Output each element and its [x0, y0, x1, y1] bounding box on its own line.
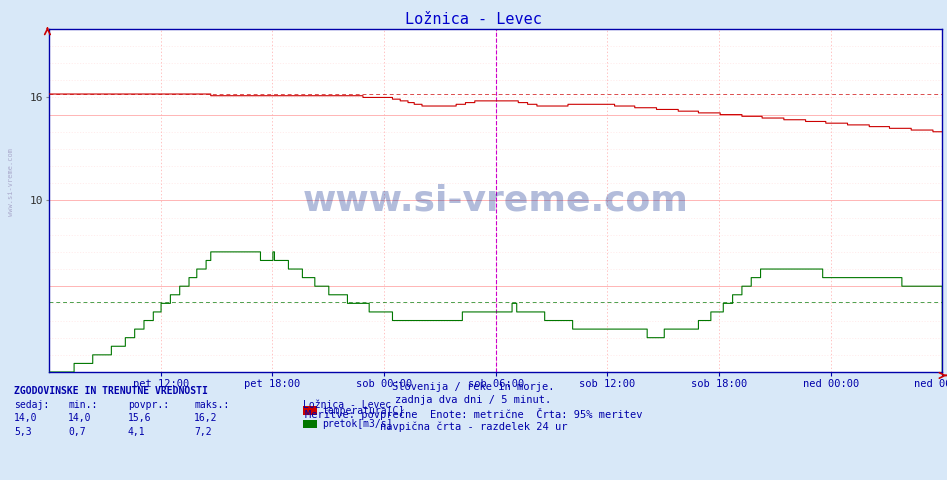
- Text: Meritve: povprečne  Enote: metrične  Črta: 95% meritev: Meritve: povprečne Enote: metrične Črta:…: [305, 408, 642, 420]
- Text: Ložnica - Levec: Ložnica - Levec: [303, 400, 391, 410]
- Text: Ložnica - Levec: Ložnica - Levec: [405, 12, 542, 27]
- Text: 14,0: 14,0: [68, 413, 92, 423]
- Text: 16,2: 16,2: [194, 413, 218, 423]
- Text: navpična črta - razdelek 24 ur: navpična črta - razdelek 24 ur: [380, 422, 567, 432]
- Text: 4,1: 4,1: [128, 427, 146, 437]
- Text: povpr.:: povpr.:: [128, 400, 169, 410]
- Text: temperatura[C]: temperatura[C]: [322, 406, 404, 416]
- Text: 14,0: 14,0: [14, 413, 38, 423]
- Text: Slovenija / reke in morje.: Slovenija / reke in morje.: [392, 382, 555, 392]
- Text: min.:: min.:: [68, 400, 98, 410]
- Text: www.si-vreme.com: www.si-vreme.com: [303, 183, 688, 217]
- Text: maks.:: maks.:: [194, 400, 229, 410]
- Text: zadnja dva dni / 5 minut.: zadnja dva dni / 5 minut.: [396, 395, 551, 405]
- Text: www.si-vreme.com: www.si-vreme.com: [8, 148, 13, 216]
- Text: sedaj:: sedaj:: [14, 400, 49, 410]
- Text: 5,3: 5,3: [14, 427, 32, 437]
- Text: 7,2: 7,2: [194, 427, 212, 437]
- Text: pretok[m3/s]: pretok[m3/s]: [322, 420, 392, 429]
- Text: 0,7: 0,7: [68, 427, 86, 437]
- Text: 15,6: 15,6: [128, 413, 152, 423]
- Text: ZGODOVINSKE IN TRENUTNE VREDNOSTI: ZGODOVINSKE IN TRENUTNE VREDNOSTI: [14, 386, 208, 396]
